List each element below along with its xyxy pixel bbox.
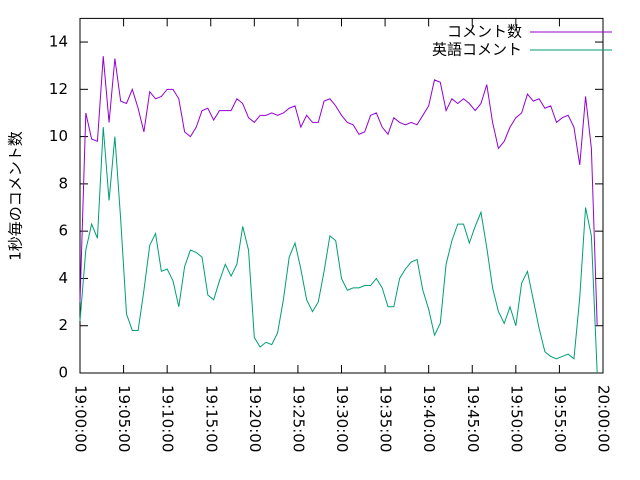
y-axis-label: 1秒毎のコメント数 [7, 131, 25, 261]
x-tick-label: 19:40:00 [420, 385, 438, 452]
x-tick-label: 19:20:00 [246, 385, 264, 452]
x-tick-label: 19:15:00 [202, 385, 220, 452]
y-tick-label: 8 [58, 174, 68, 192]
series-line [79, 56, 598, 326]
x-tick-label: 19:55:00 [551, 385, 569, 452]
y-tick-label: 12 [49, 80, 68, 98]
y-tick-label: 14 [49, 33, 68, 51]
y-tick-label: 0 [58, 364, 68, 382]
plot-frame [79, 17, 604, 374]
x-tick-label: 19:30:00 [333, 385, 351, 452]
y-tick-label: 10 [49, 127, 68, 145]
x-tick-label: 19:00:00 [72, 385, 90, 452]
x-tick-label: 20:00:00 [595, 385, 613, 452]
x-tick-label: 19:05:00 [115, 385, 133, 452]
x-tick-label: 19:35:00 [377, 385, 395, 452]
y-tick-label: 2 [58, 316, 68, 334]
y-tick-label: 4 [58, 269, 68, 287]
legend-label: コメント数 [447, 23, 522, 41]
x-tick-label: 19:25:00 [289, 385, 307, 452]
series-line [79, 127, 598, 374]
x-tick-label: 19:45:00 [464, 385, 482, 452]
x-tick-label: 19:10:00 [159, 385, 177, 452]
x-tick-label: 19:50:00 [507, 385, 525, 452]
y-tick-label: 6 [58, 222, 68, 240]
legend-label: 英語コメント [432, 41, 522, 59]
